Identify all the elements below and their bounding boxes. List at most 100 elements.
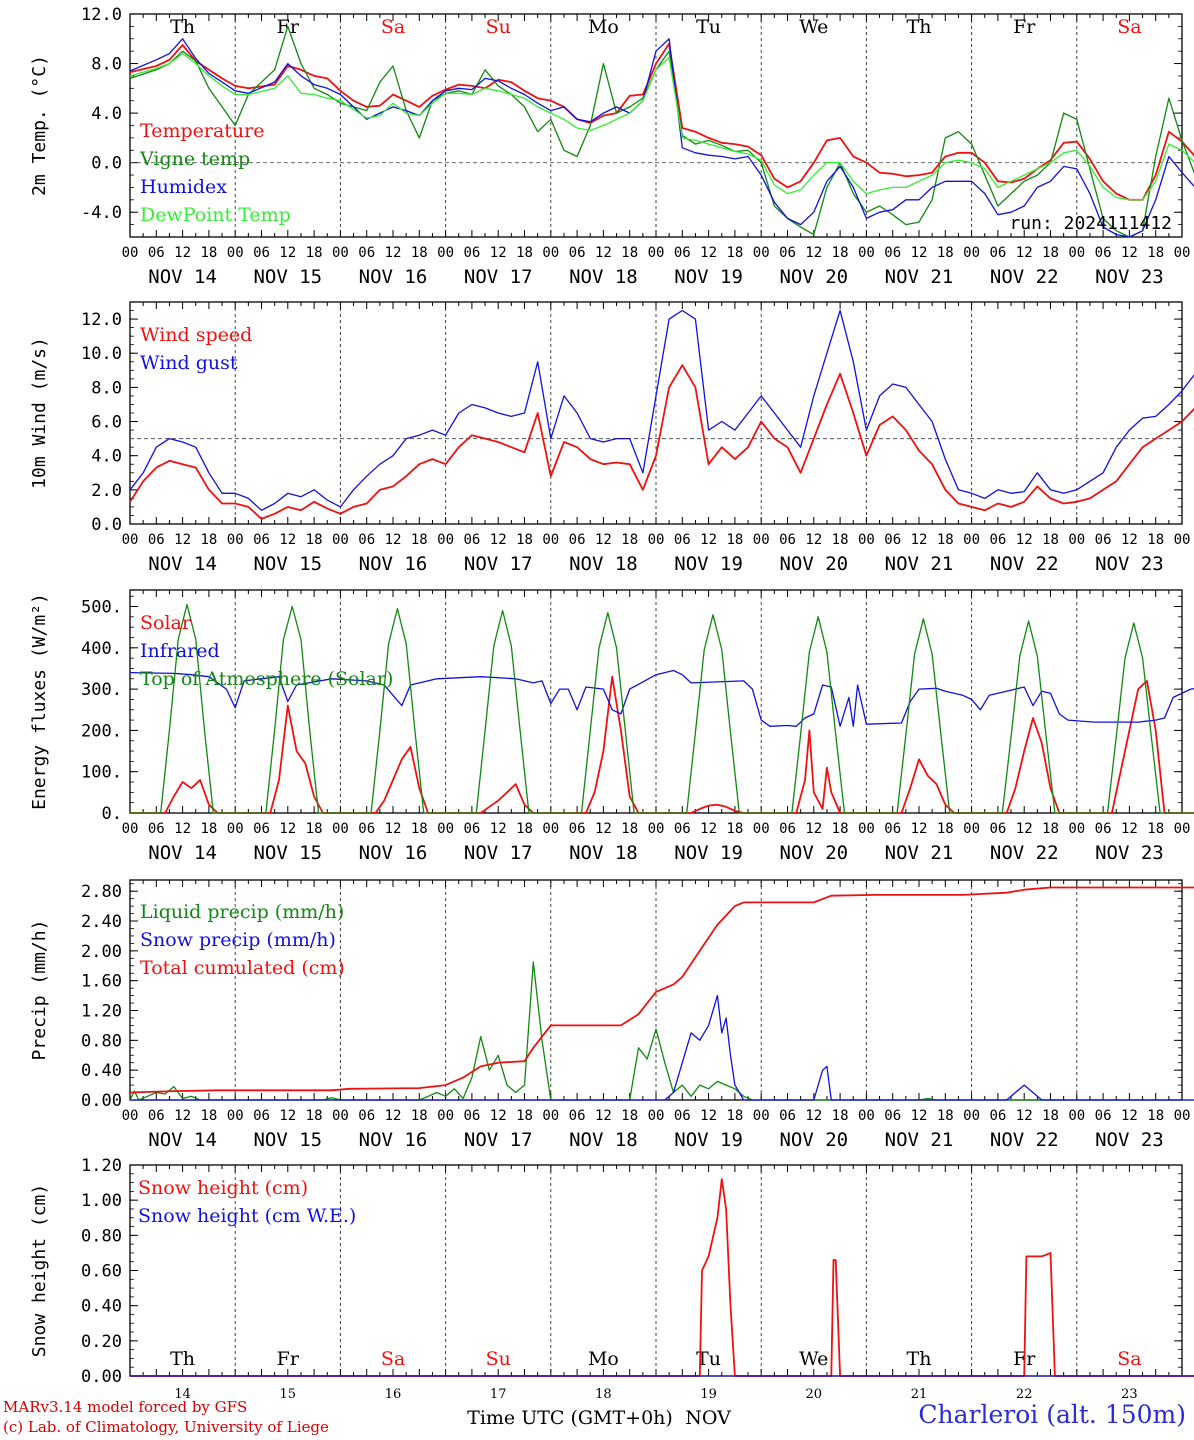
hour-label: 12 [279,821,296,837]
hour-label: 00 [332,821,349,837]
y-axis-label: Snow height (cm) [29,1184,50,1357]
hour-label: 06 [674,245,691,261]
date-label: NOV 19 [674,266,743,288]
hour-label: 06 [463,821,480,837]
y-tick-label: 12.0 [81,310,122,330]
series-line-humidex [129,38,1194,238]
hour-label: 00 [858,821,875,837]
y-axis-label: 2m Temp. (°C) [29,55,50,196]
y-tick-label: 300. [81,680,122,700]
hour-label: 18 [306,821,323,837]
hour-label: 12 [490,821,507,837]
y-tick-label: 2.40 [81,912,122,932]
hour-label: 06 [253,245,270,261]
series-line-solar [130,675,1194,814]
date-label: NOV 21 [885,266,954,288]
series-line-infrared [129,669,1194,727]
weekday-label: Th [907,16,932,38]
y-tick-label: 1.00 [81,1191,122,1211]
date-label: NOV 18 [569,266,638,288]
hour-label: 18 [306,1108,323,1124]
hour-label: 00 [753,245,770,261]
model-credit: MARv3.14 model forced by GFS (c) Lab. of… [3,1397,329,1437]
y-tick-label: 0. [102,804,122,824]
hour-label: 18 [1147,1108,1164,1124]
date-label: NOV 14 [148,842,217,864]
hour-label: 00 [437,1108,454,1124]
weekday-label: Sa [1117,1348,1141,1370]
hour-label: 06 [884,821,901,837]
day-number: 17 [490,1387,507,1402]
date-label: NOV 19 [674,842,743,864]
hour-label: 06 [253,1108,270,1124]
hour-label: 06 [148,532,165,548]
hour-label: 12 [385,532,402,548]
hour-label: 12 [279,1108,296,1124]
series-line-total-cumulated-cm [129,886,1194,1094]
series-line-snow-precip-mm-h [130,994,1194,1101]
hour-label: 00 [648,1108,665,1124]
y-tick-label: 200. [81,721,122,741]
hour-label: 18 [200,821,217,837]
hour-label: 12 [700,245,717,261]
hour-label: 00 [332,245,349,261]
date-label: NOV 16 [359,553,428,575]
date-label: NOV 14 [148,553,217,575]
hour-label: 00 [648,532,665,548]
hour-label: 12 [1121,821,1138,837]
hour-label: 18 [411,821,428,837]
date-label: NOV 23 [1095,553,1164,575]
legend-entry: Temperature [140,120,264,142]
day-number: 20 [806,1387,823,1402]
weekday-label: Tu [696,1348,721,1370]
date-label: NOV 15 [253,553,322,575]
date-label: NOV 22 [990,1129,1059,1151]
panel-1: -4.0 0.0 4.0 8.0 12.0 2m Temp. (°C) Th Fr Sa Su Mo… [29,5,1194,288]
y-tick-label: 2.80 [81,882,122,902]
hour-label: 12 [385,245,402,261]
hour-label: 00 [963,1108,980,1124]
hour-label: 06 [463,245,480,261]
date-label: NOV 20 [779,842,848,864]
legend-entry: Infrared [140,640,220,662]
legend-entry: Snow precip (mm/h) [140,929,336,951]
y-tick-label: 500. [81,598,122,618]
hour-label: 00 [1174,245,1191,261]
date-label: NOV 16 [359,1129,428,1151]
hour-label: 00 [227,1108,244,1124]
legend-entry: Wind speed [140,324,252,346]
hour-label: 18 [832,532,849,548]
hour-label: 00 [648,245,665,261]
hour-label: 06 [569,532,586,548]
weekday-label: Fr [277,1348,300,1370]
y-tick-label: 8.0 [91,55,122,75]
weekday-label: Sa [381,16,405,38]
hour-label: 06 [569,1108,586,1124]
date-label: NOV 15 [253,266,322,288]
hour-label: 00 [753,532,770,548]
hour-label: 06 [463,532,480,548]
weekday-label: Th [170,1348,195,1370]
hour-label: 18 [411,245,428,261]
hour-label: 06 [569,245,586,261]
hour-label: 12 [805,245,822,261]
y-tick-label: 1.60 [81,972,122,992]
date-label: NOV 17 [464,842,533,864]
series-line-wind-speed [129,364,1194,520]
hour-label: 06 [674,532,691,548]
y-tick-label: 0.40 [81,1061,122,1081]
y-tick-label: 0.0 [91,515,122,535]
weekday-label: Th [907,1348,932,1370]
date-label: NOV 22 [990,266,1059,288]
hour-label: 00 [227,245,244,261]
hour-label: 12 [1016,245,1033,261]
hour-label: 00 [542,245,559,261]
hour-label: 00 [648,821,665,837]
hour-label: 06 [989,821,1006,837]
y-tick-label: 8.0 [91,378,122,398]
hour-label: 00 [753,1108,770,1124]
date-label: NOV 18 [569,1129,638,1151]
hour-label: 00 [437,821,454,837]
date-label: NOV 17 [464,1129,533,1151]
